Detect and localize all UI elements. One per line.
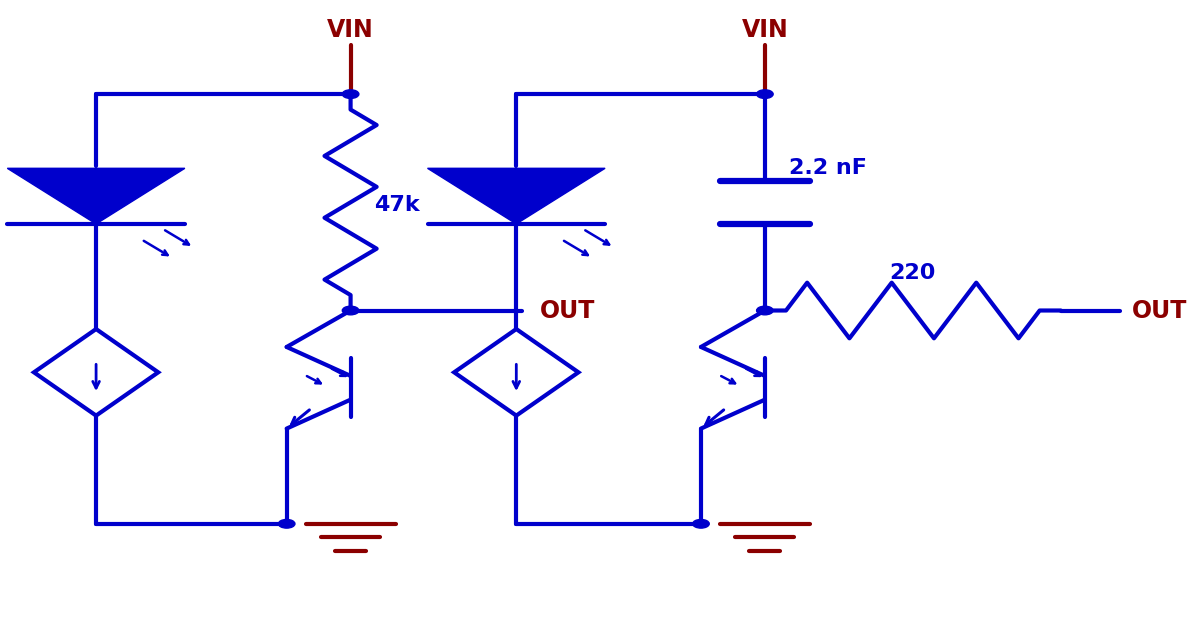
Circle shape [692, 519, 709, 528]
Circle shape [342, 306, 359, 315]
Polygon shape [34, 329, 158, 415]
Polygon shape [427, 168, 605, 224]
Text: VIN: VIN [742, 17, 788, 42]
Text: 2.2 nF: 2.2 nF [788, 158, 866, 178]
Text: 47k: 47k [374, 196, 420, 215]
Polygon shape [454, 329, 578, 415]
Circle shape [342, 90, 359, 99]
Text: VIN: VIN [328, 17, 374, 42]
Circle shape [756, 306, 773, 315]
Circle shape [756, 90, 773, 99]
Text: OUT: OUT [540, 299, 595, 322]
Text: 220: 220 [889, 263, 936, 283]
Circle shape [278, 519, 295, 528]
Polygon shape [7, 168, 185, 224]
Text: OUT: OUT [1132, 299, 1187, 322]
